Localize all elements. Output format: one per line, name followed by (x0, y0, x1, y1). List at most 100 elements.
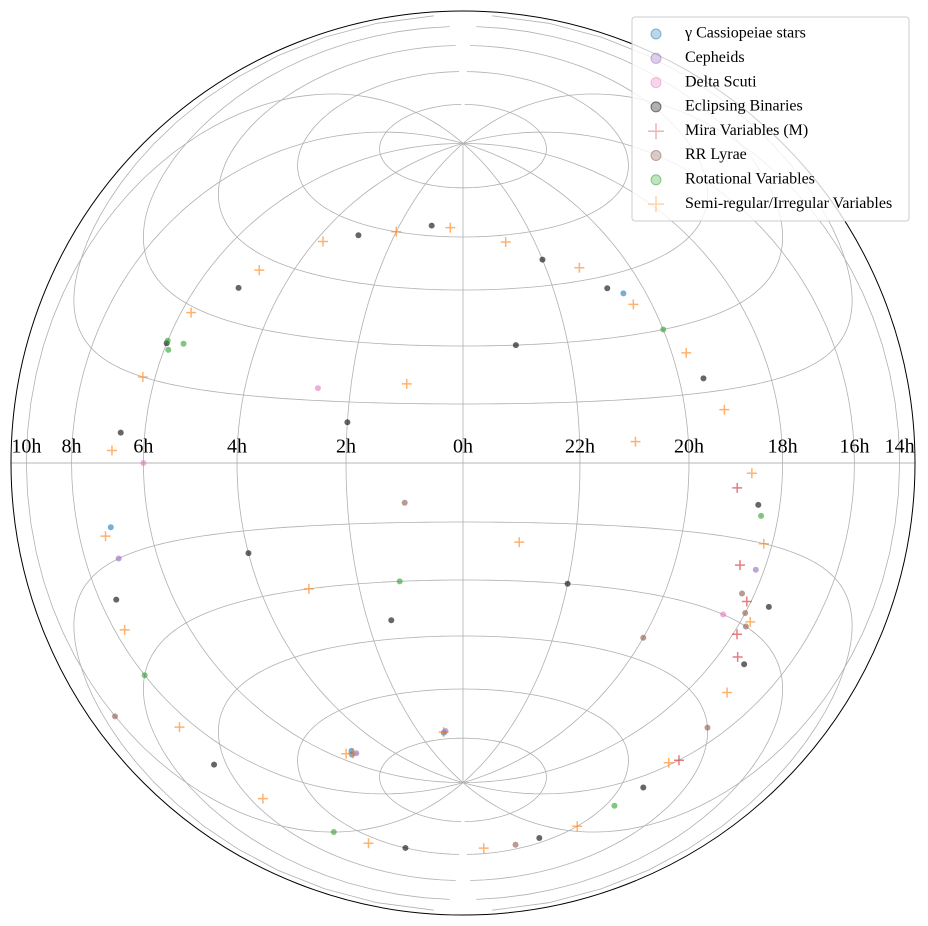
point (673, 755, 684, 766)
point (165, 346, 172, 353)
point (739, 590, 746, 597)
point (720, 611, 727, 618)
point (113, 596, 120, 603)
point (572, 821, 583, 832)
x-tick-label: 0h (453, 436, 473, 458)
point (741, 661, 748, 668)
x-tick-label: 16h (839, 436, 869, 458)
point (344, 419, 351, 426)
point (211, 761, 218, 768)
point (257, 793, 268, 804)
point (164, 337, 171, 344)
x-tick-label: 4h (227, 436, 247, 458)
point (620, 290, 627, 297)
x-tick-label: 6h (133, 436, 153, 458)
x-tick-label: 22h (565, 436, 595, 458)
legend-marker (650, 28, 662, 40)
point (741, 596, 752, 607)
point (704, 724, 711, 731)
point (137, 371, 148, 382)
point (700, 375, 707, 382)
point (117, 429, 124, 436)
x-tick-label: 20h (674, 436, 704, 458)
point (445, 222, 456, 233)
point (391, 226, 402, 237)
points (100, 222, 772, 854)
point (732, 482, 743, 493)
point (478, 843, 489, 854)
point (752, 566, 759, 573)
legend-label: Semi-regular/Irregular Variables (685, 195, 892, 212)
legend: γ Cassiopeiae stars Cepheids Delta Scuti Ec… (631, 16, 910, 222)
point (564, 580, 571, 587)
point (640, 784, 647, 791)
point (428, 222, 435, 229)
point (514, 537, 525, 548)
point (539, 256, 546, 263)
point (660, 326, 667, 333)
point (732, 629, 743, 640)
point (140, 460, 147, 466)
point (742, 610, 749, 617)
point (500, 236, 511, 247)
point (742, 623, 749, 630)
point (746, 468, 757, 479)
x-tick-label: 2h (336, 436, 356, 458)
x-tick-label: 18h (768, 436, 798, 458)
point (330, 829, 337, 836)
point (141, 672, 148, 679)
point (107, 524, 114, 531)
point (663, 757, 674, 768)
point (396, 578, 403, 585)
point (630, 436, 641, 447)
legend-marker (648, 123, 664, 140)
legend-marker (650, 101, 662, 113)
point (303, 583, 314, 594)
point (611, 802, 618, 809)
x-tick-label: 10h (11, 436, 41, 458)
point (314, 385, 321, 392)
legend-marker (650, 174, 662, 186)
point (111, 713, 118, 720)
point (402, 844, 409, 851)
point (758, 512, 765, 519)
point (640, 634, 647, 641)
x-tick-label: 14h (885, 436, 915, 458)
point (755, 501, 762, 508)
point (512, 841, 519, 848)
point (363, 838, 374, 849)
point (574, 262, 585, 273)
point (180, 340, 187, 347)
point (115, 555, 122, 562)
point (512, 342, 519, 349)
legend-marker (650, 77, 662, 89)
point (355, 232, 362, 239)
legend-marker (650, 52, 662, 64)
legend-marker (650, 150, 662, 161)
legend-label: γ Cassiopeiae stars (684, 25, 806, 42)
point (388, 617, 395, 624)
point (438, 727, 449, 738)
point (245, 550, 252, 557)
point (174, 722, 185, 733)
point (318, 236, 329, 247)
point (722, 687, 733, 698)
point (119, 624, 130, 635)
legend-label: Cepheids (685, 49, 745, 66)
point (734, 560, 745, 571)
point (536, 835, 543, 842)
x-tick-label: 8h (62, 436, 82, 458)
point (628, 299, 639, 310)
point (106, 445, 117, 456)
legend-label: Eclipsing Binaries (685, 98, 803, 115)
point (604, 285, 611, 292)
sky-border (10, 10, 916, 916)
point (401, 378, 412, 389)
point (186, 307, 197, 318)
ticks: 10h 8h 6h 4h 2h 0h 22h 20h 18h 16h 14h (11, 436, 914, 458)
point (719, 404, 730, 415)
legend-marker (648, 196, 664, 213)
point (758, 538, 769, 549)
point (100, 531, 111, 542)
